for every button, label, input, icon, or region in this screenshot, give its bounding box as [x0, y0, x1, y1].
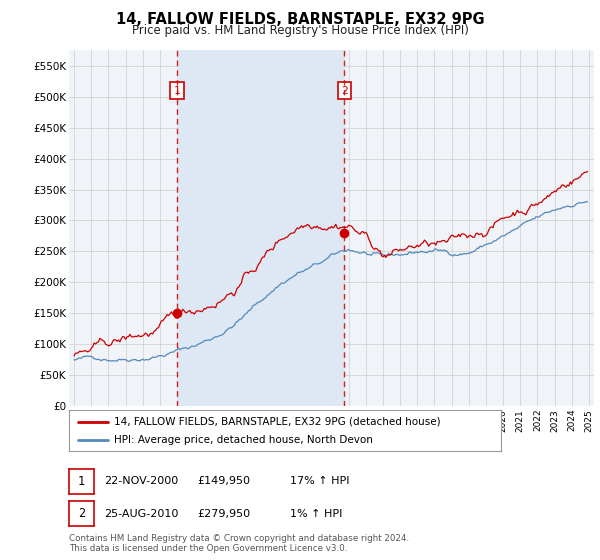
Text: Price paid vs. HM Land Registry's House Price Index (HPI): Price paid vs. HM Land Registry's House …	[131, 24, 469, 37]
Text: £149,950: £149,950	[197, 477, 250, 486]
Text: 25-AUG-2010: 25-AUG-2010	[104, 509, 178, 519]
Text: HPI: Average price, detached house, North Devon: HPI: Average price, detached house, Nort…	[115, 435, 373, 445]
Text: 2: 2	[341, 86, 348, 96]
Text: £279,950: £279,950	[197, 509, 250, 519]
Text: 1: 1	[78, 475, 85, 488]
Text: Contains HM Land Registry data © Crown copyright and database right 2024.
This d: Contains HM Land Registry data © Crown c…	[69, 534, 409, 553]
Text: 1: 1	[174, 86, 181, 96]
Bar	[177, 50, 344, 406]
Text: 14, FALLOW FIELDS, BARNSTAPLE, EX32 9PG: 14, FALLOW FIELDS, BARNSTAPLE, EX32 9PG	[116, 12, 484, 27]
Text: 2: 2	[78, 507, 85, 520]
Text: 1% ↑ HPI: 1% ↑ HPI	[290, 509, 342, 519]
Text: 14, FALLOW FIELDS, BARNSTAPLE, EX32 9PG (detached house): 14, FALLOW FIELDS, BARNSTAPLE, EX32 9PG …	[115, 417, 441, 427]
Text: 22-NOV-2000: 22-NOV-2000	[104, 477, 178, 486]
Text: 17% ↑ HPI: 17% ↑ HPI	[290, 477, 349, 486]
